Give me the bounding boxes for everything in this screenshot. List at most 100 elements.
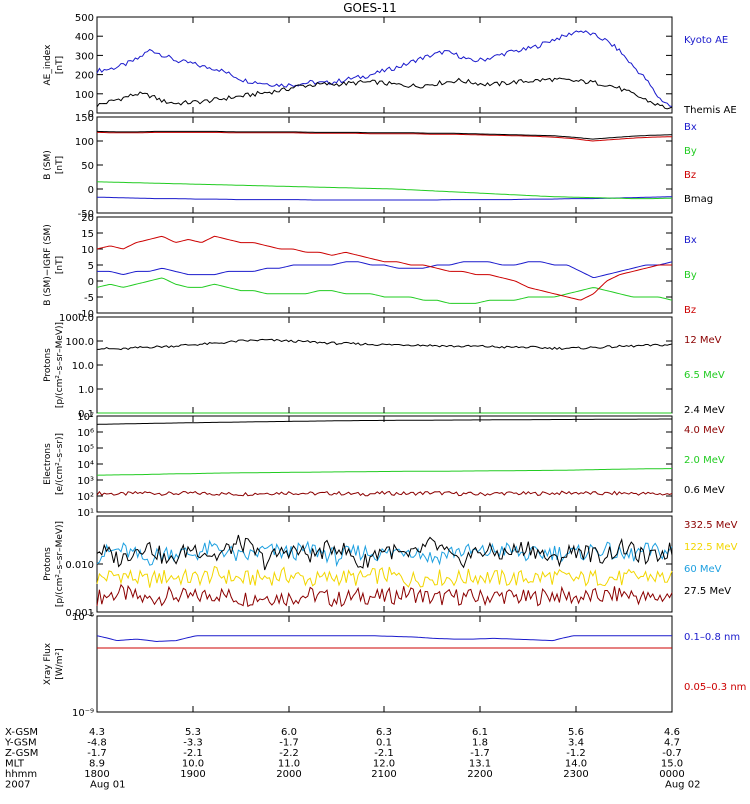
panel-5-series-4-0-mev	[96, 490, 673, 497]
x-axis-value: 4.6	[664, 727, 680, 738]
x-axis-value: 1800	[84, 769, 109, 780]
panel-1-ytick-label: 0	[88, 109, 94, 120]
x-axis-value: 1.8	[472, 738, 488, 749]
panel-6-legend: 60 MeV	[684, 564, 722, 575]
panel-2-legend: By	[684, 146, 697, 157]
x-axis-value: 5.3	[185, 727, 201, 738]
x-axis-value: 4.7	[664, 738, 680, 749]
panel-4-ytick-label: 10.0	[72, 361, 94, 372]
x-axis-value: 11.0	[278, 759, 300, 770]
panel-2-ylabel: B (SM)	[43, 150, 53, 180]
x-axis-row-label: hhmm	[5, 769, 37, 780]
panel-6-ytick-label: 0.001	[65, 608, 94, 619]
panel-5-ylabel: Electrons	[43, 443, 53, 485]
x-axis-value: 14.0	[565, 759, 587, 770]
panel-2-legend: Bmag	[684, 194, 713, 205]
panel-7-frame	[96, 615, 673, 713]
panel-5-ytick-label: 10⁴	[77, 460, 94, 471]
panel-1-ytick-label: 200	[75, 71, 94, 82]
x-axis-value: 1900	[180, 769, 205, 780]
panel-4-legend: 12 MeV	[684, 335, 722, 346]
panel-4-ytick-label: 100.0	[65, 337, 94, 348]
panel-4-ytick-label: 1000.0	[59, 313, 94, 324]
x-axis-value: 0000	[659, 769, 684, 780]
x-axis-value: 2100	[371, 769, 396, 780]
x-axis-value: 0.1	[376, 738, 392, 749]
panel-3-legend: By	[684, 270, 697, 281]
x-axis-value: 2300	[563, 769, 588, 780]
panel-2-ylabel: [nT]	[55, 156, 65, 174]
x-axis-value: 3.4	[568, 738, 584, 749]
panel-6-legend: 27.5 MeV	[684, 586, 731, 597]
panel-5-legend: 2.0 MeV	[684, 455, 725, 466]
panel-2-ytick-label: 150	[75, 113, 94, 124]
panel-7-series-0-1-0-8-nm	[96, 635, 672, 643]
panel-3-ylabel: [nT]	[55, 256, 65, 274]
panel-6-ytick-label: 0.010	[65, 560, 94, 571]
panel-1-ylabel: [nT]	[55, 56, 65, 74]
x-axis-value: -1.7	[279, 738, 299, 749]
x-axis-value: -2.1	[183, 748, 203, 759]
x-axis-value: 6.3	[376, 727, 392, 738]
panel-7-ytick-label: 10⁻⁹	[72, 708, 94, 719]
panel-1-ytick-label: 400	[75, 32, 94, 43]
panel-4-ytick-label: 0.1	[78, 409, 94, 420]
panel-1-series-themis-ae	[96, 77, 673, 110]
panel-3-legend: Bx	[684, 235, 697, 246]
panel-1-legend: Themis AE	[683, 105, 737, 116]
panel-6-ylabel: Protons	[43, 547, 53, 581]
panel-4-ylabel: Protons	[43, 348, 53, 382]
panel-5-legend: 0.6 MeV	[684, 485, 725, 496]
panel-5-legend: 4.0 MeV	[684, 425, 725, 436]
panel-6-ylabel: [p/(cm²–s–sr–MeV)]	[55, 521, 65, 607]
panel-3-ytick-label: 20	[81, 213, 94, 224]
panel-5-ytick-label: 10⁷	[77, 412, 94, 423]
panel-3-series-bx	[97, 261, 673, 279]
panel-4-series-2-4-mev	[97, 338, 673, 351]
panel-3-series-by	[96, 277, 673, 304]
panel-7-ylabel: Xray Flux	[43, 642, 53, 685]
panel-2-series-by	[96, 181, 673, 200]
panel-6-series-122-5-mev	[96, 565, 673, 588]
x-axis-value: -3.3	[183, 738, 203, 749]
x-axis-value: -0.7	[662, 748, 682, 759]
panel-2-ytick-label: 50	[81, 161, 94, 172]
panel-6-legend: 332.5 MeV	[684, 520, 738, 531]
x-axis-value: -2.1	[374, 748, 394, 759]
panel-4-legend: 6.5 MeV	[684, 370, 725, 381]
panel-1-ylabel: AE_index	[43, 44, 53, 86]
panel-3-legend: Bz	[684, 305, 696, 316]
x-axis-value: 6.0	[281, 727, 297, 738]
x-axis-value: 12.0	[373, 759, 395, 770]
panel-2-ytick-label: 100	[75, 137, 94, 148]
panel-3-ytick-label: 0	[88, 277, 94, 288]
panel-5-ytick-label: 10⁶	[77, 428, 94, 439]
panel-6-legend: 122.5 MeV	[684, 542, 738, 553]
panel-2-legend: Bz	[684, 170, 696, 181]
panel-4-legend: 2.4 MeV	[684, 405, 725, 416]
panel-7-legend: 0.1–0.8 nm	[684, 632, 740, 643]
panel-4-frame	[96, 316, 673, 414]
panel-3-ytick-label: 5	[88, 261, 94, 272]
x-axis-row-label: MLT	[5, 759, 25, 770]
panel-5-series-2-0-mev	[96, 468, 673, 476]
panel-1-ytick-label: 500	[75, 13, 94, 24]
x-axis-value: 2000	[276, 769, 301, 780]
x-axis-value: Aug 01	[90, 780, 125, 791]
x-axis-row-label: Z-GSM	[5, 748, 38, 759]
panel-3-series-bz	[96, 235, 672, 301]
panel-6-series-27-5-mev	[96, 534, 673, 571]
panel-2-series-bz	[97, 131, 672, 142]
panel-3-ylabel: B (SM)−IGRF (SM)	[43, 224, 53, 306]
x-axis-value: -4.8	[87, 738, 107, 749]
x-axis-row-label: X-GSM	[5, 727, 38, 738]
x-axis-row-label: 2007	[5, 780, 30, 791]
chart-title: GOES-11	[343, 1, 397, 15]
panel-6-frame	[96, 515, 673, 613]
x-axis-value: 10.0	[182, 759, 204, 770]
x-axis-value: 4.3	[89, 727, 105, 738]
x-axis-value: 8.9	[89, 759, 105, 770]
panel-5-ytick-label: 10²	[77, 492, 94, 503]
x-axis-value: -2.2	[279, 748, 299, 759]
